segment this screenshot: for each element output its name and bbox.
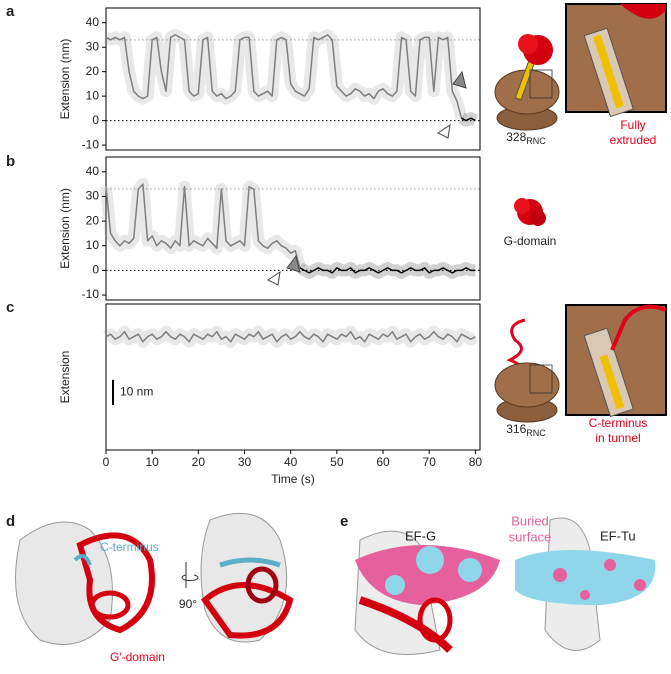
caption: in tunnel: [595, 431, 640, 445]
y-tick-label: 10: [86, 88, 100, 102]
construct-sub: RNC: [526, 428, 546, 438]
y-tick-label: 0: [92, 113, 99, 127]
arrowhead: [437, 123, 451, 139]
x-tick-label: 40: [284, 455, 298, 469]
structure-d: [15, 512, 294, 645]
y-tick-label: -10: [82, 287, 100, 301]
annotation: C-terminus: [100, 540, 159, 554]
construct-number: 316: [506, 422, 526, 436]
y-tick-label: 40: [86, 15, 100, 29]
plot-frame: [105, 303, 481, 451]
x-tick-label: 60: [376, 455, 390, 469]
arrowhead: [286, 254, 301, 273]
y-tick-label: 20: [86, 213, 100, 227]
panel-letter: d: [6, 513, 15, 530]
construct-label: 316RNC: [506, 422, 546, 438]
y-tick-label: -10: [82, 137, 100, 151]
construct-label: 328RNC: [506, 130, 546, 146]
illustration-b: [514, 198, 546, 226]
panel-letter: b: [6, 153, 15, 170]
caption: C-terminus: [589, 416, 648, 430]
structure-e: [354, 517, 656, 655]
y-tick-label: 0: [92, 263, 99, 277]
x-tick-label: 20: [192, 455, 206, 469]
annotation: surface: [509, 529, 552, 544]
illustration-c: [494, 304, 667, 423]
construct-sub: RNC: [526, 136, 546, 146]
construct-number: 328: [506, 130, 526, 144]
trace: [105, 330, 476, 343]
annotation: Buried: [511, 513, 549, 528]
panel-letter: a: [6, 3, 15, 20]
arrowhead: [452, 70, 467, 89]
y-tick-label: 30: [86, 189, 100, 203]
panel-letter: e: [340, 513, 348, 530]
x-tick-label: 70: [423, 455, 437, 469]
scale-bar-label: 10 nm: [120, 385, 153, 399]
illustration-a: [494, 3, 667, 131]
y-tick-label: 20: [86, 64, 100, 78]
plot-frame: [105, 156, 481, 301]
x-tick-label: 80: [469, 455, 483, 469]
annotation: 90°: [179, 597, 197, 611]
trace: [299, 267, 476, 274]
y-tick-label: 10: [86, 238, 100, 252]
y-axis-title: Extension (nm): [58, 39, 72, 120]
trace: [461, 117, 476, 122]
x-tick-label: 30: [238, 455, 252, 469]
caption: extruded: [610, 133, 657, 147]
x-tick-label: 0: [103, 455, 110, 469]
x-tick-label: 10: [145, 455, 159, 469]
x-tick-label: 50: [330, 455, 344, 469]
panel-letter: c: [6, 299, 14, 316]
arrowhead: [267, 270, 281, 286]
trace: [105, 183, 301, 269]
annotation: G′-domain: [110, 650, 165, 664]
y-tick-label: 30: [86, 39, 100, 53]
y-tick-label: 40: [86, 164, 100, 178]
trace: [105, 34, 463, 119]
caption: Fully: [620, 118, 645, 132]
annotation: EF-G: [405, 528, 436, 543]
annotation: EF-Tu: [600, 528, 636, 543]
y-axis-title: Extension: [58, 351, 72, 404]
y-axis-title: Extension (nm): [58, 188, 72, 269]
plot-frame: [105, 7, 481, 151]
trace-spread: [103, 28, 468, 120]
caption: G-domain: [504, 234, 557, 248]
x-axis-title: Time (s): [271, 472, 315, 486]
